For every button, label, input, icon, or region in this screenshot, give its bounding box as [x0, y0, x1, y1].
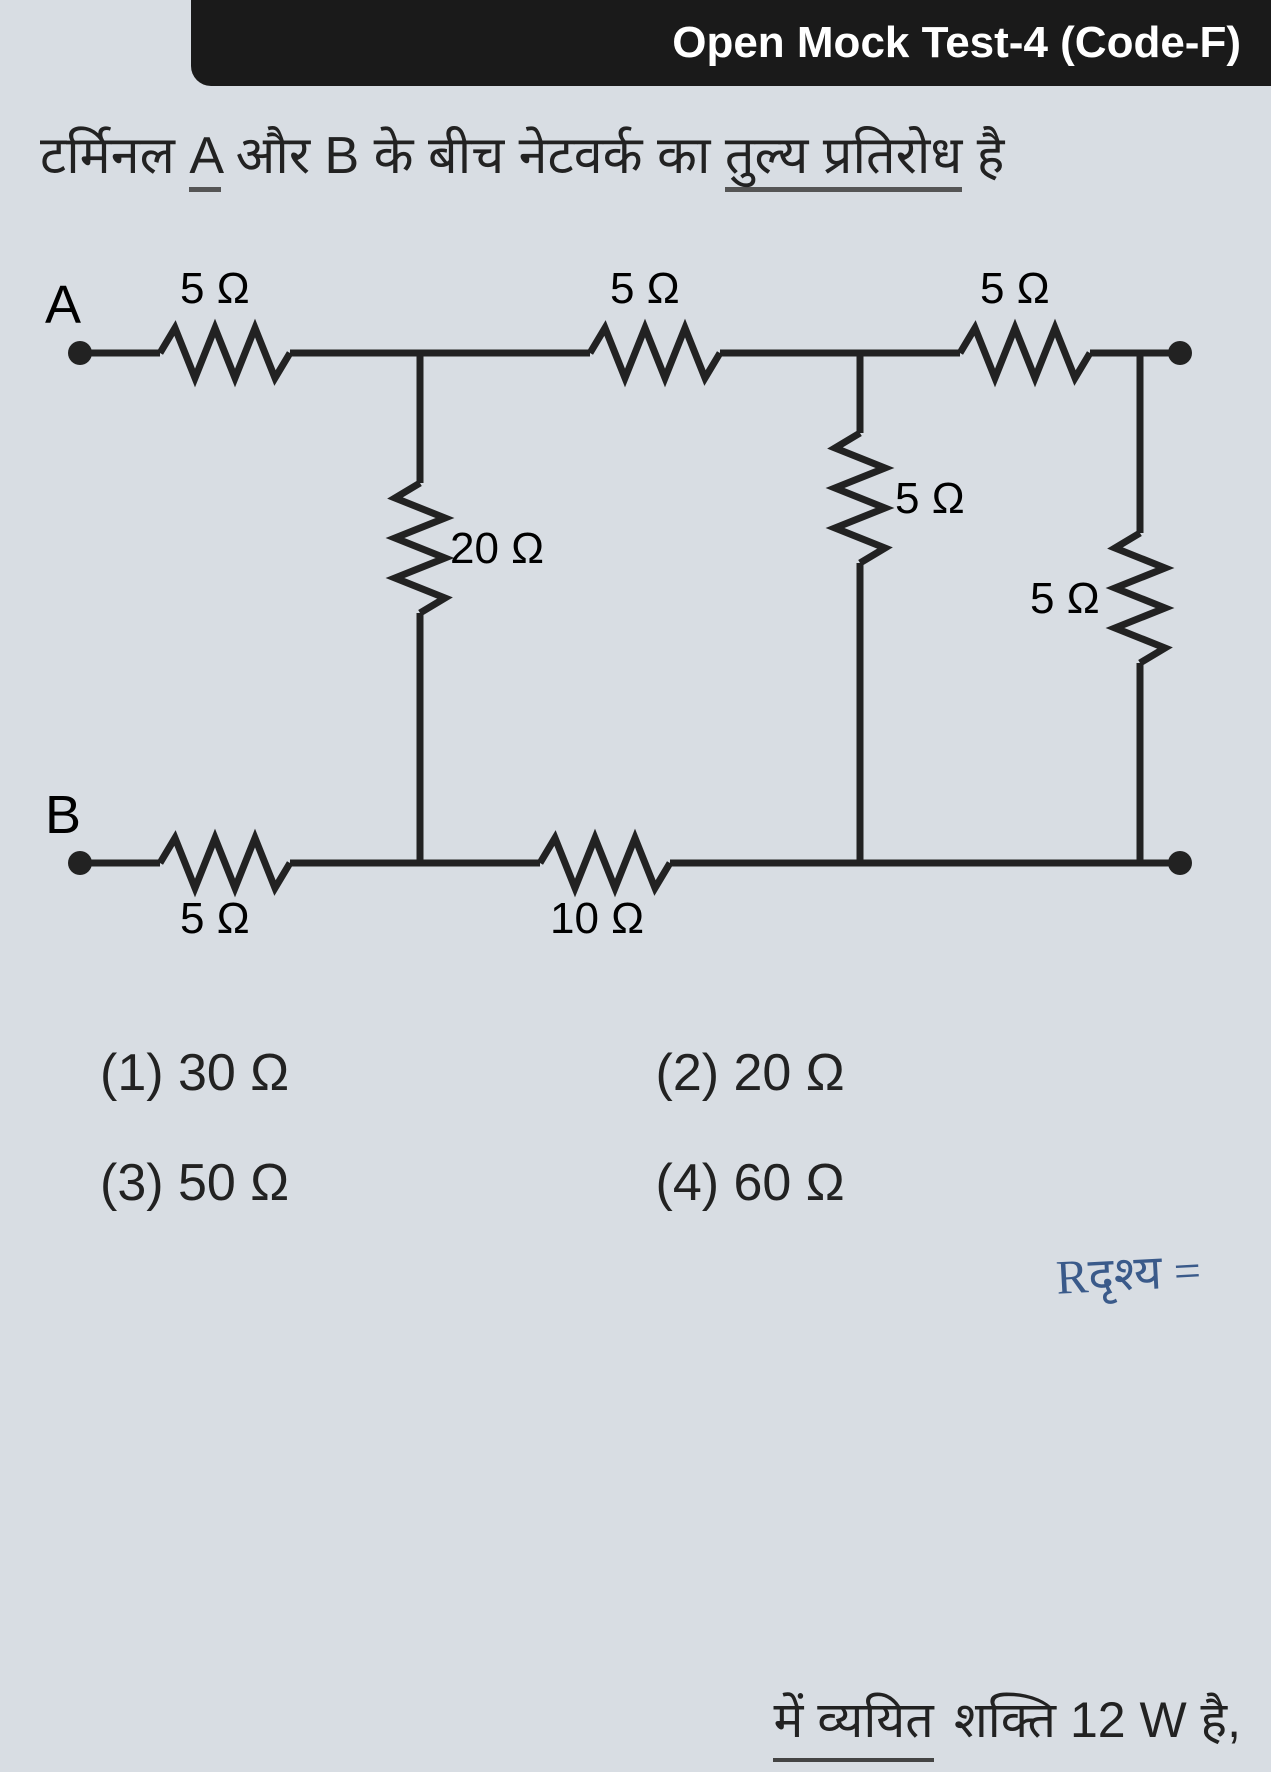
- r-mid-right-label: 5 Ω: [895, 474, 965, 523]
- footer-mid: में व्ययित: [773, 1691, 933, 1762]
- option-2[interactable]: (2) 20 Ω: [656, 1043, 1212, 1103]
- options-row-1: (1) 30 Ω (2) 20 Ω: [40, 1043, 1231, 1103]
- circuit-svg: A B 5 Ω 5 Ω: [40, 233, 1220, 983]
- resistor-top1: [160, 328, 290, 378]
- resistor-bot1: [160, 838, 290, 888]
- header-bar: Open Mock Test-4 (Code-F): [191, 0, 1271, 86]
- terminal-b-label: B: [45, 785, 81, 845]
- r-bot1-label: 5 Ω: [180, 894, 250, 943]
- option-1[interactable]: (1) 30 Ω: [100, 1043, 656, 1103]
- r-top2-label: 5 Ω: [610, 264, 680, 313]
- handwritten-note: Rदृश्य =: [1055, 1236, 1203, 1308]
- resistor-top3: [960, 328, 1090, 378]
- q-prefix: टर्मिनल: [40, 127, 189, 185]
- r-top1-label: 5 Ω: [180, 264, 250, 313]
- q-mid: के बीच नेटवर्क का: [359, 127, 725, 185]
- header-title: Open Mock Test-4 (Code-F): [672, 18, 1241, 67]
- resistor-top2: [590, 328, 720, 378]
- r-bot2-label: 10 Ω: [550, 894, 644, 943]
- r-right-label: 5 Ω: [1030, 574, 1100, 623]
- q-termB: B: [325, 127, 360, 185]
- question-text: टर्मिनल A और B के बीच नेटवर्क का तुल्य प…: [40, 120, 1231, 193]
- q-suffix: है: [962, 127, 1004, 185]
- option-3[interactable]: (3) 50 Ω: [100, 1153, 656, 1213]
- r-mid-left-label: 20 Ω: [450, 524, 544, 573]
- footer-text: में व्ययित शक्ति 12 W है,: [60, 1691, 1241, 1762]
- content-area: टर्मिनल A और B के बीच नेटवर्क का तुल्य प…: [40, 120, 1231, 1213]
- option-4[interactable]: (4) 60 Ω: [656, 1153, 1212, 1213]
- options-row-2: (3) 50 Ω (4) 60 Ω: [40, 1153, 1231, 1213]
- resistor-mid-right: [835, 433, 885, 563]
- terminal-a-label: A: [45, 275, 81, 335]
- resistor-bot2: [540, 838, 670, 888]
- r-top3-label: 5 Ω: [980, 264, 1050, 313]
- resistor-right: [1115, 533, 1165, 663]
- circuit-diagram: A B 5 Ω 5 Ω: [40, 233, 1220, 983]
- resistor-mid-left: [395, 483, 445, 613]
- footer-right: शक्ति 12 W है,: [954, 1691, 1241, 1762]
- q-termA: A: [189, 127, 221, 192]
- q-under: तुल्य प्रतिरोध: [725, 127, 962, 192]
- q-and: और: [221, 127, 324, 185]
